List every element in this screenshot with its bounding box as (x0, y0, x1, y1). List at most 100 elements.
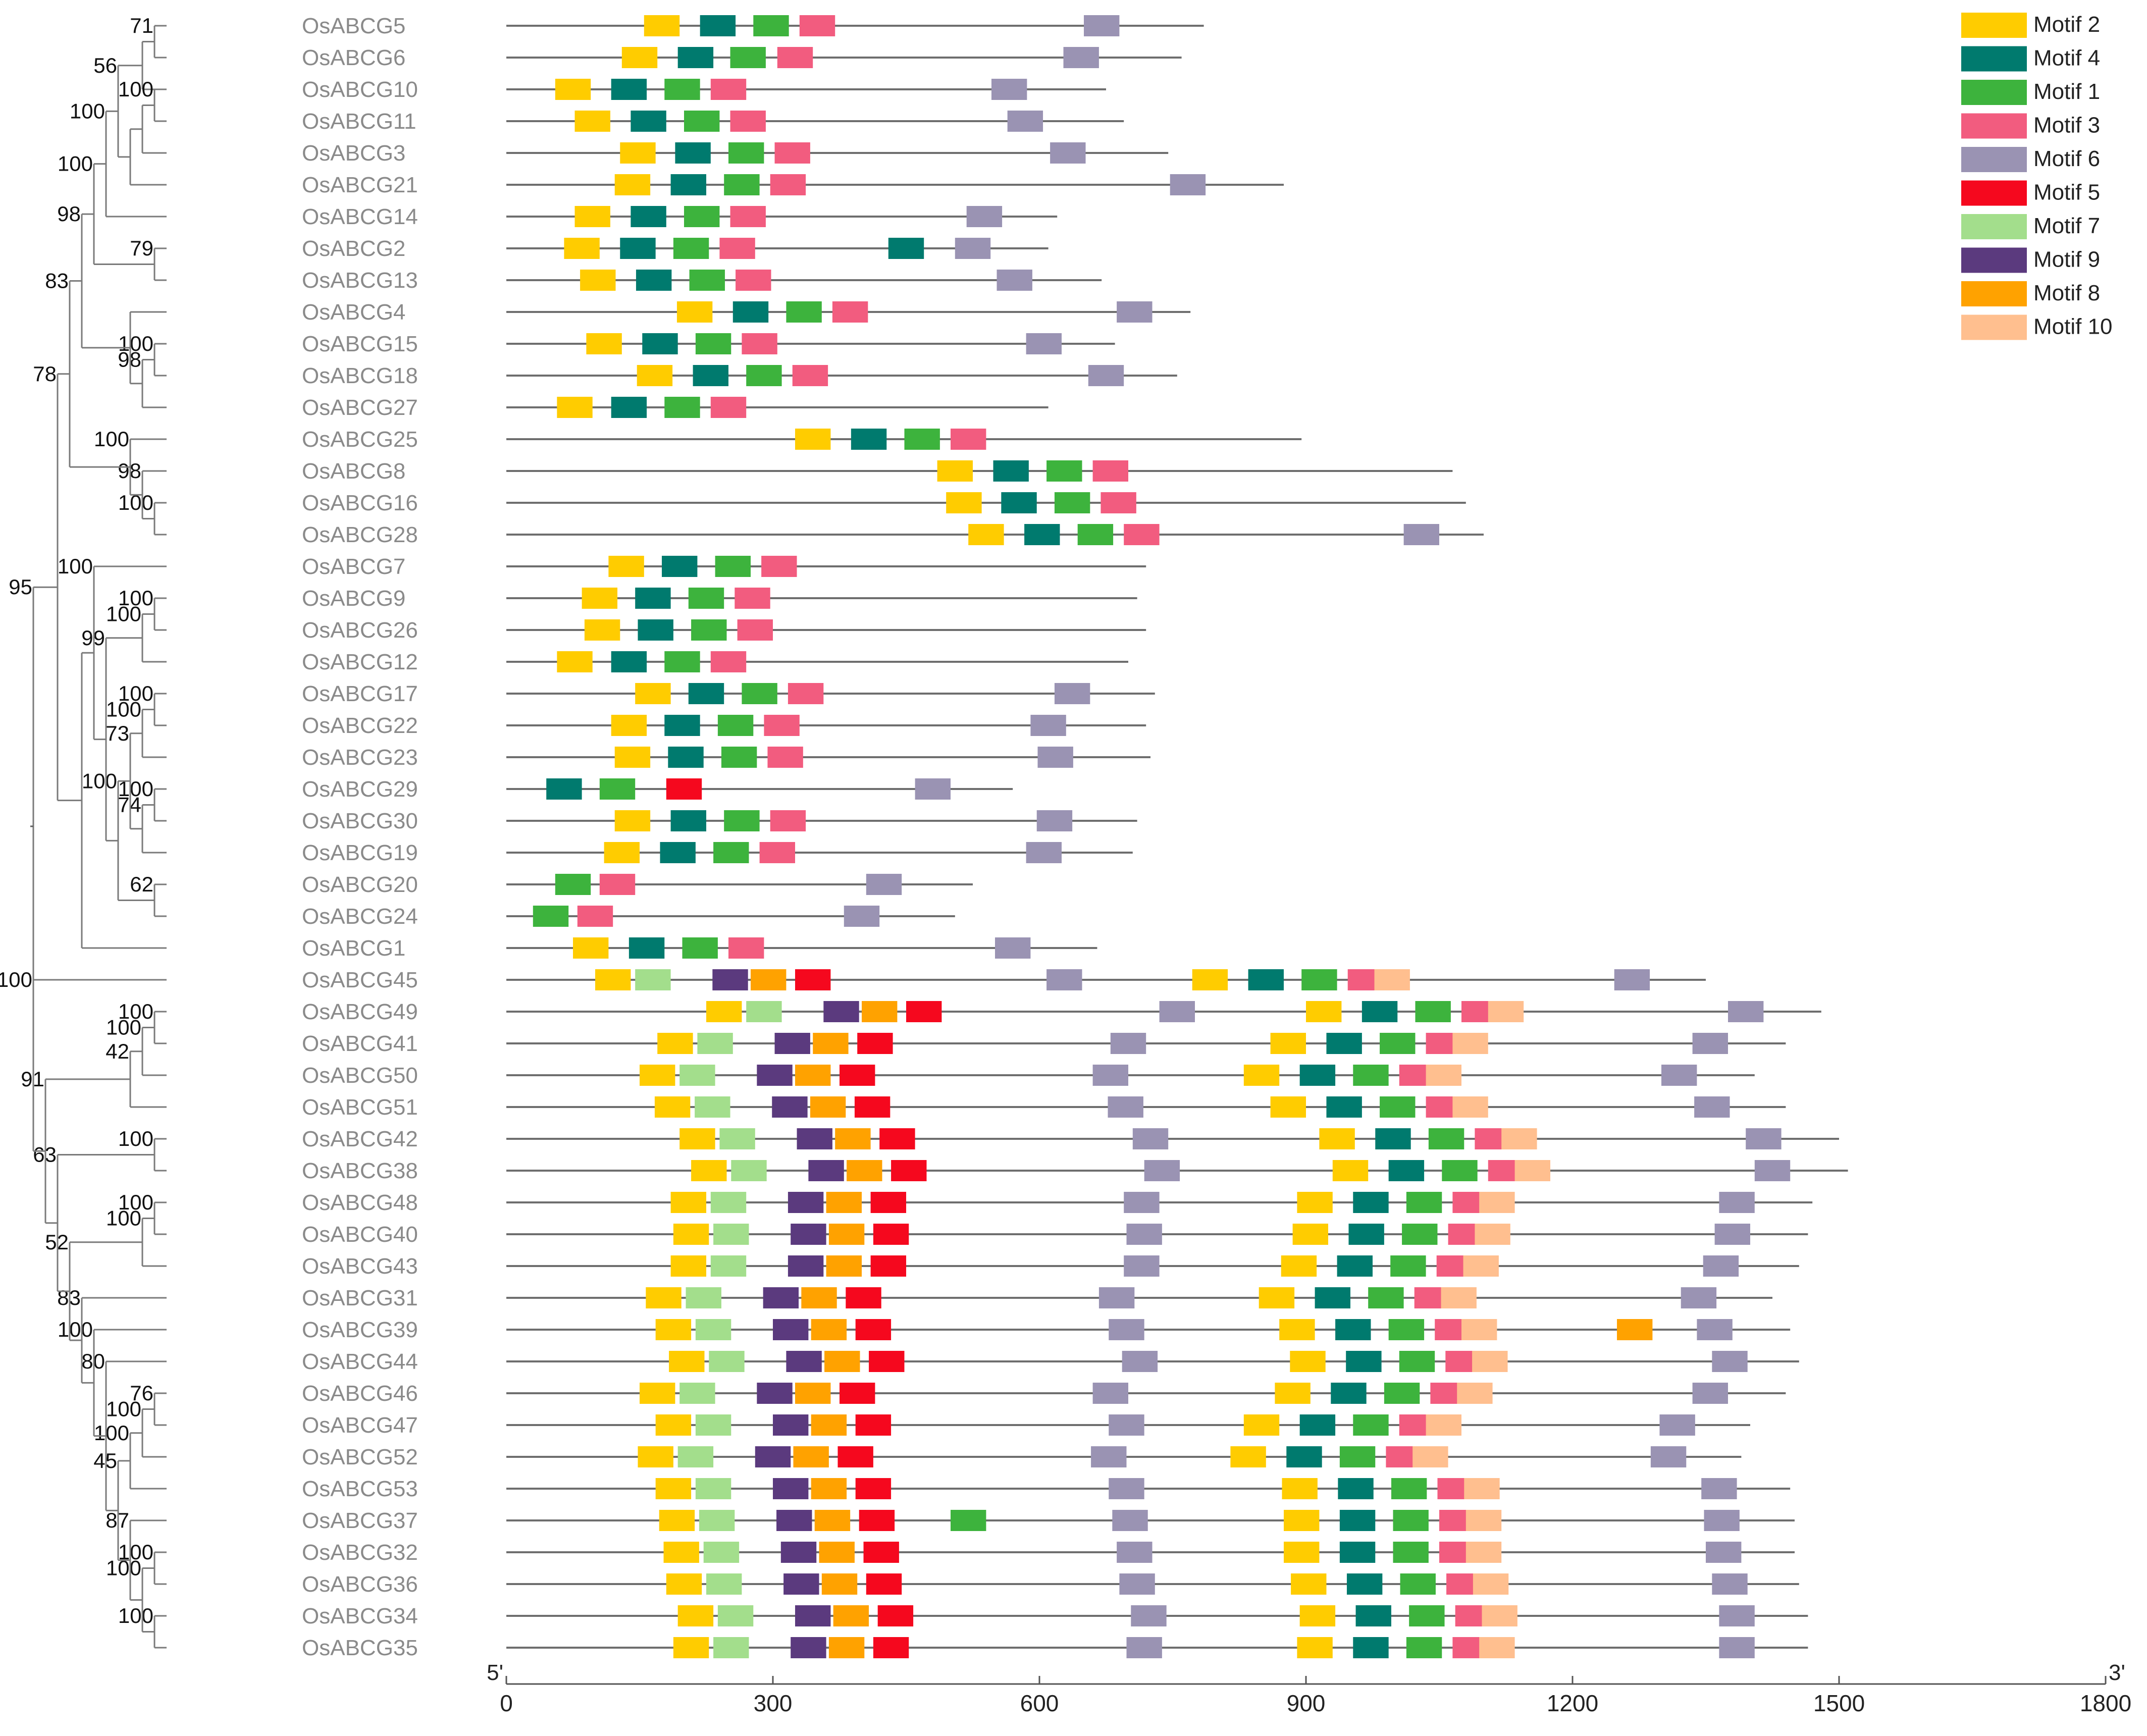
motif-block-motif-8 (828, 1224, 865, 1245)
motif-block-motif-2 (673, 1224, 709, 1245)
motif-block-motif-10 (1463, 1255, 1499, 1277)
motif-block-motif-4 (1326, 1096, 1362, 1118)
motif-block-motif-10 (1374, 969, 1410, 990)
motif-block-motif-7 (713, 1224, 749, 1245)
protein-label-osabcg29: OsABCG29 (302, 777, 418, 802)
motif-block-motif-4 (675, 142, 711, 164)
motif-block-motif-5 (866, 1573, 902, 1595)
motif-block-motif-6 (1131, 1605, 1167, 1626)
axis-tick-label: 1200 (1547, 1690, 1598, 1716)
motif-block-motif-9 (757, 1065, 793, 1086)
bootstrap-value: 42 (106, 1039, 129, 1063)
motif-block-motif-9 (763, 1287, 799, 1308)
motif-block-motif-2 (1297, 1637, 1333, 1658)
motif-block-motif-2 (574, 111, 610, 132)
motif-block-motif-6 (1661, 1065, 1697, 1086)
motif-block-motif-1 (1054, 492, 1090, 513)
motif-block-motif-3 (1124, 524, 1160, 545)
motif-block-motif-7 (686, 1287, 721, 1308)
motif-block-motif-2 (1292, 1224, 1328, 1245)
motif-block-motif-2 (706, 1001, 742, 1022)
legend-swatch-motif-4 (1961, 46, 2027, 72)
motif-block-motif-4 (1353, 1637, 1389, 1658)
motif-block-motif-6 (1122, 1351, 1158, 1372)
motif-block-motif-1 (1400, 1573, 1436, 1595)
motif-block-motif-6 (991, 79, 1027, 100)
motif-block-motif-4 (631, 206, 666, 227)
motif-block-motif-4 (1339, 1510, 1376, 1531)
motif-block-motif-10 (1514, 1160, 1550, 1181)
motif-block-motif-2 (557, 651, 593, 672)
motif-block-motif-2 (637, 365, 673, 386)
motif-block-motif-2 (795, 429, 831, 450)
protein-label-osabcg4: OsABCG4 (302, 300, 405, 325)
protein-label-osabcg8: OsABCG8 (302, 459, 405, 484)
motif-block-motif-7 (719, 1128, 755, 1149)
motif-block-motif-4 (700, 15, 736, 36)
motif-block-motif-1 (689, 270, 725, 291)
motif-block-motif-2 (1290, 1351, 1326, 1372)
motif-block-motif-6 (1088, 365, 1124, 386)
protein-label-osabcg27: OsABCG27 (302, 395, 418, 420)
motif-block-motif-9 (783, 1573, 819, 1595)
motif-block-motif-3 (1092, 460, 1128, 482)
motif-block-motif-5 (666, 778, 702, 800)
motif-block-motif-3 (742, 333, 777, 354)
motif-block-motif-7 (710, 1255, 747, 1277)
motif-block-motif-5 (873, 1637, 909, 1658)
motif-block-motif-3 (792, 365, 828, 386)
motif-block-motif-2 (1291, 1573, 1327, 1595)
motif-block-motif-8 (826, 1255, 862, 1277)
motif-block-motif-3 (774, 142, 810, 164)
motif-block-motif-1 (1428, 1128, 1464, 1149)
motif-block-motif-2 (1259, 1287, 1295, 1308)
legend-label-motif-4: Motif 4 (2033, 46, 2100, 71)
motif-block-motif-4 (1299, 1065, 1336, 1086)
motif-block-motif-2 (1243, 1414, 1280, 1436)
motif-block-motif-4 (1326, 1033, 1362, 1054)
motif-block-motif-3 (730, 111, 766, 132)
motif-block-motif-1 (1353, 1065, 1389, 1086)
motif-block-motif-4 (688, 683, 724, 704)
motif-block-motif-4 (611, 397, 647, 418)
motif-block-motif-3 (799, 15, 835, 36)
motif-block-motif-9 (786, 1351, 822, 1372)
motif-block-motif-4 (1353, 1192, 1389, 1213)
bootstrap-value: 100 (118, 999, 153, 1023)
motif-block-motif-4 (638, 619, 673, 641)
bootstrap-value: 73 (106, 721, 129, 745)
motif-block-motif-6 (1403, 524, 1439, 545)
motif-block-motif-1 (664, 397, 700, 418)
motif-block-motif-7 (706, 1573, 742, 1595)
motif-block-motif-4 (1388, 1160, 1425, 1181)
motif-block-motif-6 (1109, 1414, 1144, 1436)
motif-block-motif-10 (1465, 1510, 1502, 1531)
bootstrap-value: 76 (130, 1381, 153, 1405)
motif-block-motif-6 (1706, 1542, 1742, 1563)
motif-block-motif-6 (1117, 301, 1153, 323)
motif-block-motif-3 (710, 79, 747, 100)
motif-block-motif-5 (859, 1510, 895, 1531)
motif-block-motif-5 (870, 1255, 906, 1277)
motif-block-motif-2 (1297, 1192, 1333, 1213)
motif-block-motif-2 (1270, 1033, 1306, 1054)
motif-block-motif-6 (1054, 683, 1090, 704)
motif-block-motif-1 (684, 206, 720, 227)
motif-block-motif-4 (993, 460, 1029, 482)
protein-label-osabcg17: OsABCG17 (302, 681, 418, 706)
motif-block-motif-6 (1117, 1542, 1153, 1563)
motif-block-motif-3 (719, 238, 755, 259)
motif-block-motif-1 (728, 142, 764, 164)
motif-block-motif-2 (574, 206, 610, 227)
motif-block-motif-2 (657, 1033, 693, 1054)
motif-block-motif-5 (855, 1478, 892, 1499)
bootstrap-value: 100 (0, 968, 32, 991)
legend-label-motif-3: Motif 3 (2033, 113, 2100, 138)
motif-block-motif-9 (772, 1096, 808, 1118)
motif-block-motif-5 (846, 1287, 881, 1308)
protein-label-osabcg45: OsABCG45 (302, 968, 418, 992)
motif-block-motif-2 (659, 1510, 695, 1531)
axis-tick-label: 1500 (1813, 1690, 1865, 1716)
motif-block-motif-5 (795, 969, 831, 990)
motif-block-motif-2 (1230, 1446, 1266, 1467)
